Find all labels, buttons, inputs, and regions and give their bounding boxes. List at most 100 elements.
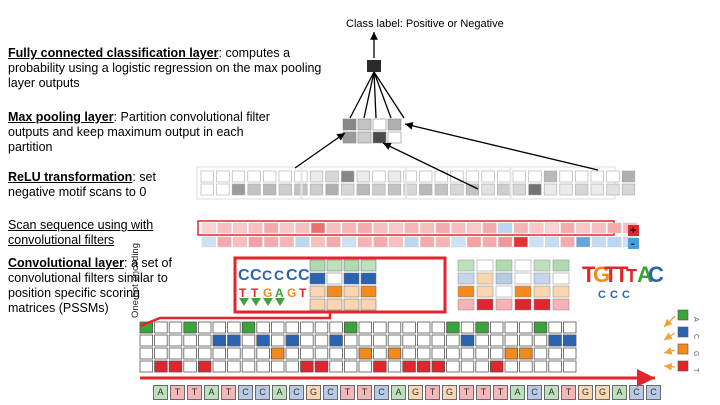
relu-cell	[450, 183, 464, 196]
motif-logo-letter: T	[251, 286, 259, 300]
conv-filter-cell	[326, 259, 343, 272]
relu-cell	[434, 183, 448, 196]
sequence-base: T	[340, 385, 355, 400]
sequence-base: C	[527, 385, 542, 400]
relu-cell	[278, 183, 292, 196]
motif-logo-letter: C	[622, 289, 630, 301]
sequence-base: G	[442, 385, 457, 400]
one-hot-cell	[563, 360, 577, 373]
sequence-base: T	[476, 385, 491, 400]
scan-cell-positive	[435, 222, 450, 234]
one-hot-cell	[387, 360, 402, 373]
sequence-base: C	[646, 385, 661, 400]
conv-filter-cell	[495, 298, 513, 311]
fc-connection	[373, 71, 405, 119]
relu-cell	[325, 183, 339, 196]
relu-cell	[372, 170, 386, 183]
maxpool-cell	[357, 118, 372, 131]
one-hot-cell	[416, 321, 431, 334]
scan-cell-positive	[482, 222, 497, 234]
scan-cell-negative	[326, 236, 341, 248]
scan-cell-positive	[591, 222, 606, 234]
motif-logo-letter: C	[598, 289, 606, 301]
conv-filter-cell	[360, 272, 377, 285]
relu-cell	[356, 170, 370, 183]
base-legend-swatch	[677, 343, 689, 355]
one-hot-cell	[343, 347, 358, 360]
one-hot-cell	[416, 334, 431, 347]
fc-connection	[373, 71, 392, 119]
conv-layer-desc: : a set of convolutional filters similar…	[8, 256, 172, 315]
one-hot-cell-on	[460, 334, 475, 347]
one-hot-cell-on	[475, 321, 489, 334]
one-hot-cell	[154, 347, 168, 360]
one-hot-cell	[197, 321, 212, 334]
scan-cell-positive	[498, 222, 513, 234]
scan-cell-negative	[420, 236, 435, 248]
scan-cell-positive	[248, 222, 263, 234]
one-hot-cell	[270, 334, 285, 347]
motif-logo-letter: T	[626, 266, 637, 286]
conv-filter-cell	[343, 285, 360, 298]
conv-filter-cell	[533, 259, 551, 272]
sequence-base: T	[170, 385, 185, 400]
scan-plus-sign: +	[630, 225, 636, 237]
sequence-base: A	[272, 385, 287, 400]
one-hot-cell-on	[329, 334, 343, 347]
conv-filter-cell	[309, 298, 326, 311]
one-hot-cell	[387, 321, 402, 334]
one-hot-cell	[519, 360, 533, 373]
base-legend-arrow	[663, 315, 676, 328]
conv-filter-cell	[326, 285, 343, 298]
one-hot-cell	[285, 347, 300, 360]
sequence-base: A	[204, 385, 219, 400]
motif-logo-letter: C	[274, 267, 284, 283]
conv-filter-cell	[552, 272, 570, 285]
one-hot-cell-on	[212, 334, 227, 347]
one-hot-cell	[212, 347, 227, 360]
sequence-base: A	[612, 385, 627, 400]
sequence-base: G	[408, 385, 423, 400]
one-hot-cell-on	[533, 321, 548, 334]
motif-logo-letter: T	[239, 286, 247, 300]
relu-cell	[216, 170, 230, 183]
one-hot-cell	[343, 360, 358, 373]
motif-logo-letter: G	[287, 286, 296, 300]
one-hot-cell	[358, 334, 373, 347]
one-hot-cell	[329, 347, 343, 360]
one-hot-cell	[504, 360, 519, 373]
one-hot-cell	[475, 360, 489, 373]
one-hot-cell	[183, 347, 197, 360]
one-hot-cell-on	[256, 334, 270, 347]
conv-filter-cell	[514, 272, 532, 285]
motif-logo-letter: C	[610, 289, 618, 301]
base-legend-letter: G	[692, 351, 699, 356]
base-legend-letter: T	[692, 368, 699, 373]
one-hot-cell-on	[197, 360, 212, 373]
conv-filter-cell	[476, 285, 494, 298]
relu-cell	[341, 170, 355, 183]
one-hot-cell	[154, 321, 168, 334]
scan-cell-positive	[576, 222, 591, 234]
scan-cell-positive	[389, 222, 404, 234]
relu-cell	[512, 183, 526, 196]
conv-filter-cell	[514, 259, 532, 272]
relu-cell	[512, 170, 526, 183]
one-hot-cell	[139, 360, 154, 373]
one-hot-cell	[548, 360, 562, 373]
one-hot-cell	[431, 334, 446, 347]
sequence-base: A	[510, 385, 525, 400]
sequence-base: A	[544, 385, 559, 400]
one-hot-cell	[212, 321, 227, 334]
one-hot-cell-on	[416, 360, 431, 373]
one-hot-cell	[314, 321, 329, 334]
sequence-base: T	[459, 385, 474, 400]
one-hot-cell-on	[343, 321, 358, 334]
one-hot-cell	[533, 347, 548, 360]
scan-cell-negative	[248, 236, 263, 248]
one-hot-cell	[227, 347, 241, 360]
one-hot-cell	[431, 321, 446, 334]
one-hot-cell	[329, 360, 343, 373]
conv-to-input-link	[139, 312, 332, 328]
motif-logo-letter: A	[637, 262, 653, 287]
